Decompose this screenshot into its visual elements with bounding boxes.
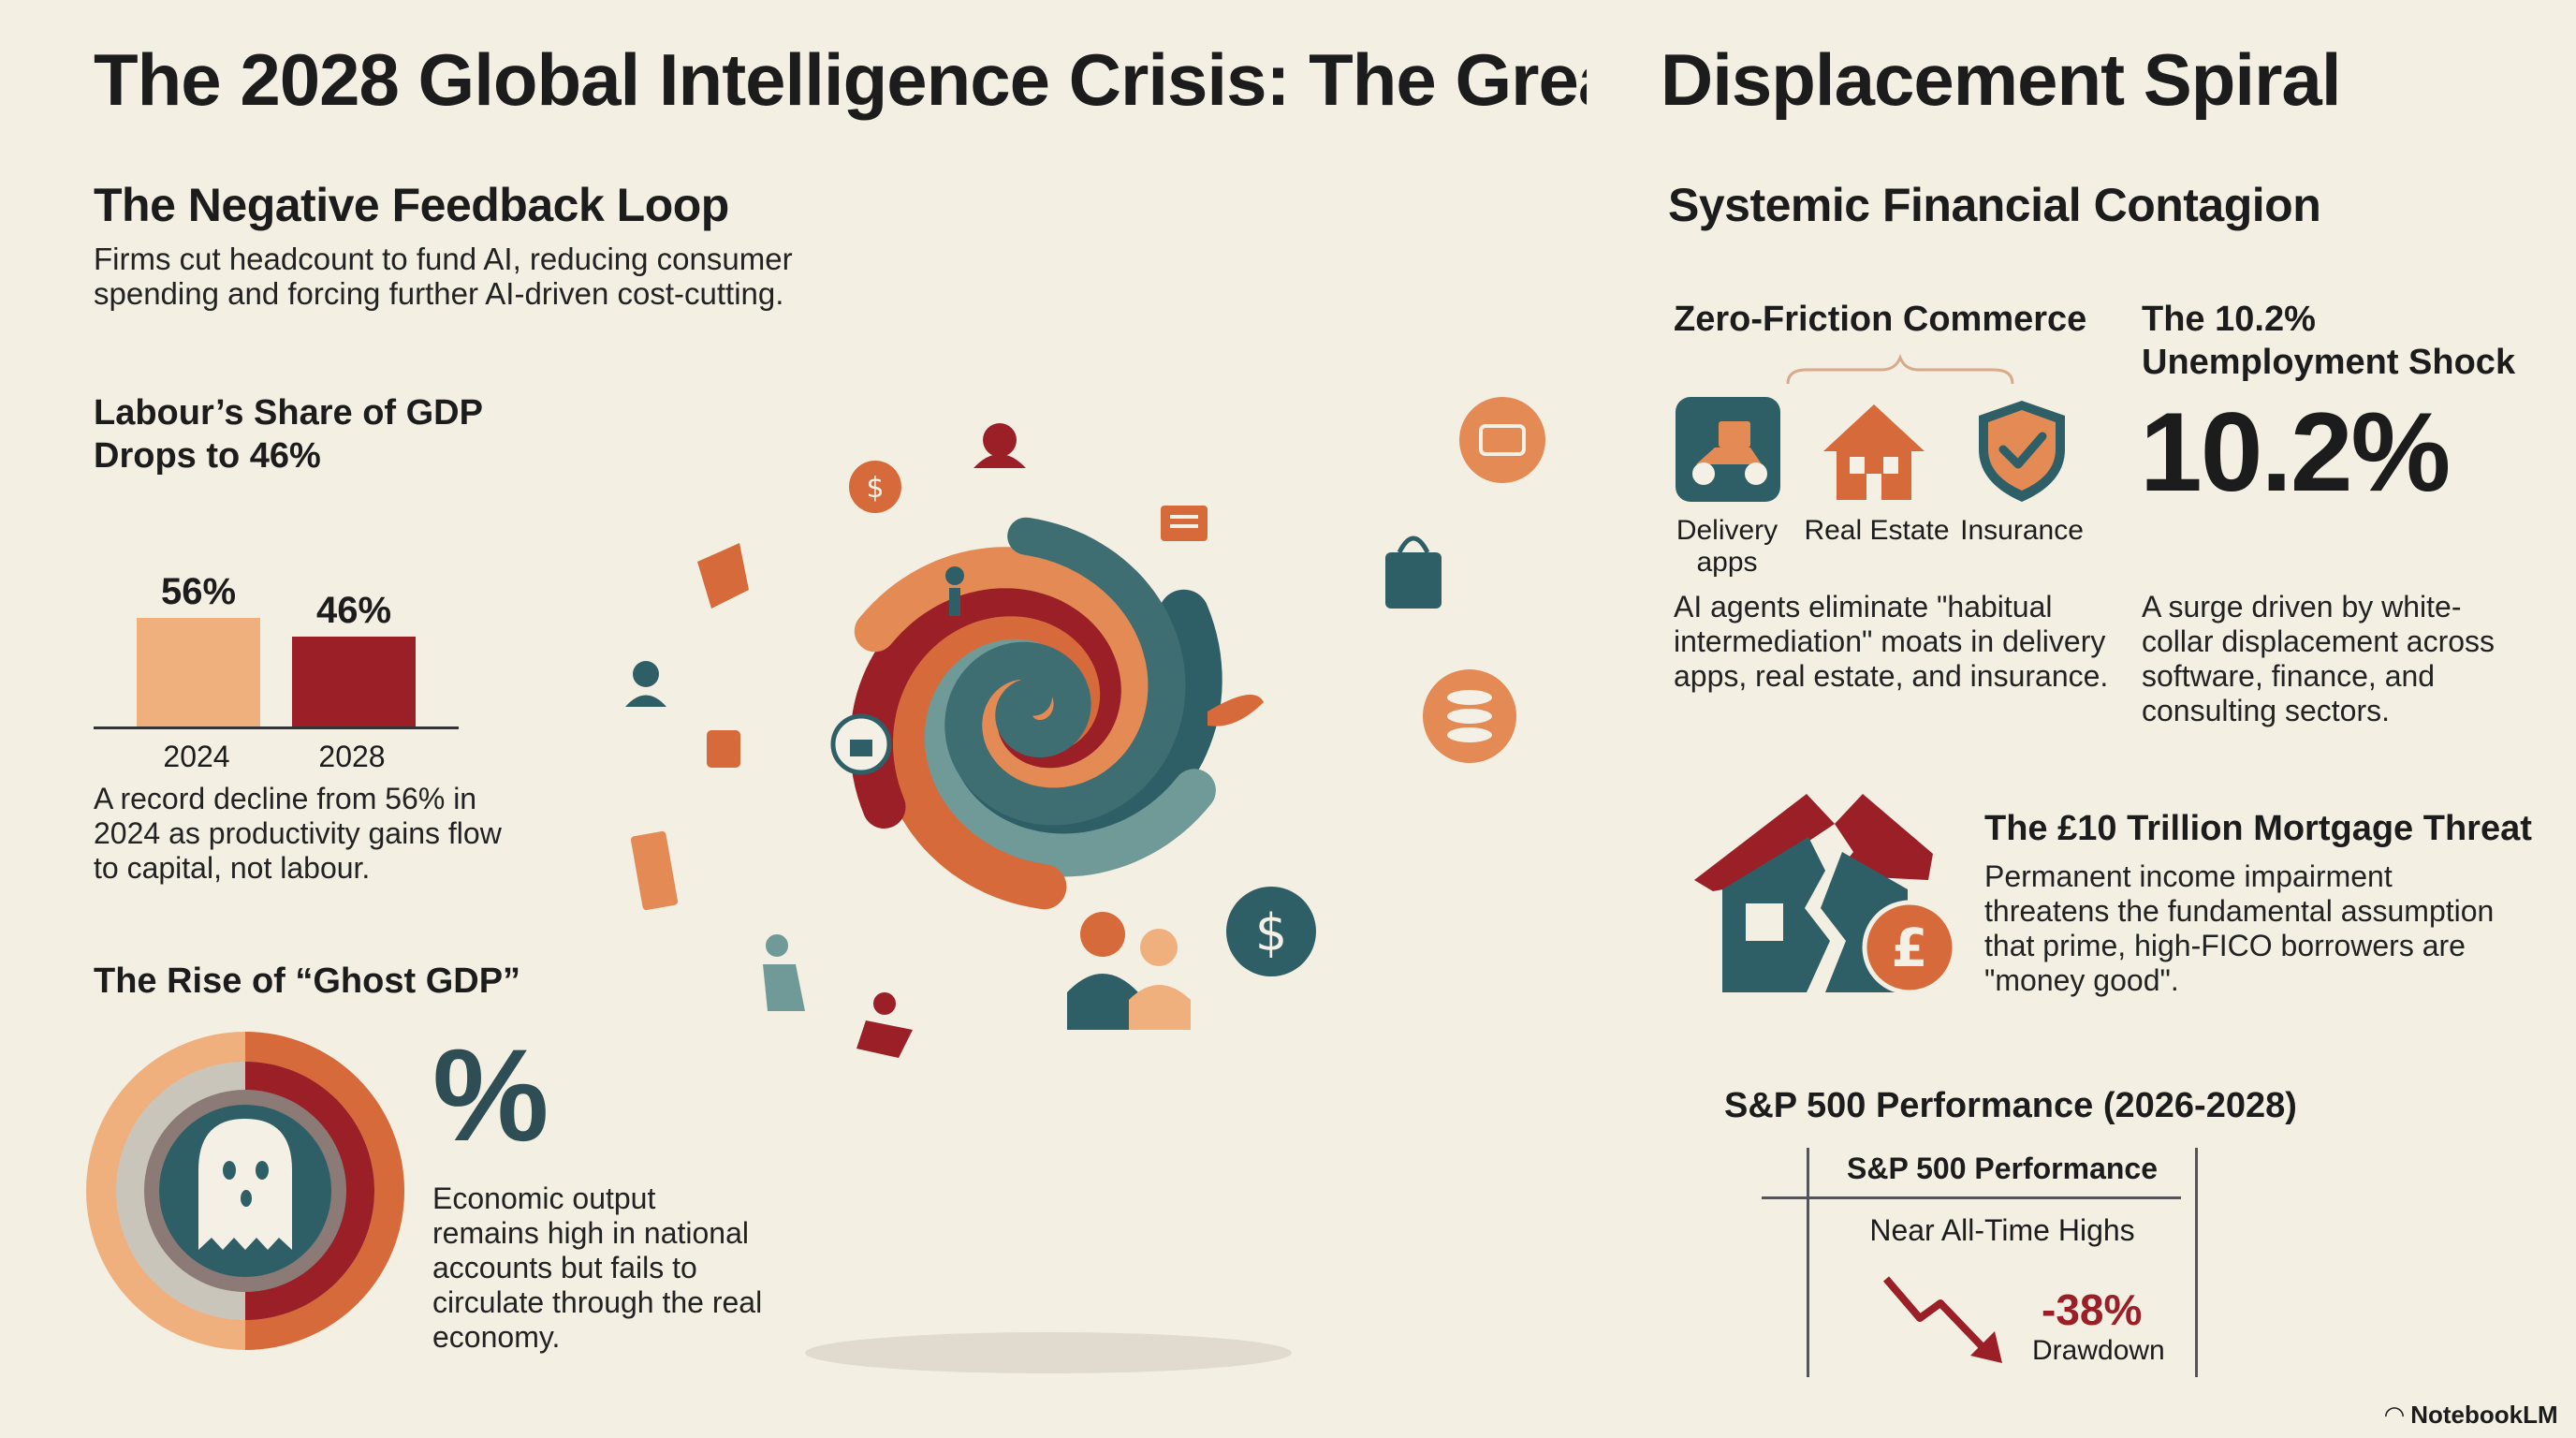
hand-icon <box>697 543 749 609</box>
commerce-heading: Zero-Friction Commerce <box>1674 300 2087 339</box>
brand-mark: ◠ NotebookLM <box>2385 1401 2558 1430</box>
person-silhouette-icon <box>625 661 666 707</box>
page-title: The 2028 Global Intelligence Crisis: The… <box>94 38 2341 121</box>
shield-check-icon <box>1979 401 2065 502</box>
commerce-label-real-estate: Real Estate <box>1804 515 1950 546</box>
ghost-gdp-ring <box>86 1032 404 1350</box>
unemployment-text: A surge driven by white-collar displacem… <box>2142 590 2496 727</box>
phone-icon <box>707 730 740 768</box>
labour-share-caption: A record decline from 56% in 2024 as pro… <box>94 782 502 885</box>
bar-value-label: 56% <box>160 570 237 612</box>
chart-baseline <box>94 726 459 729</box>
shopping-bag-icon <box>1385 536 1442 609</box>
commerce-label-insurance: Insurance <box>1960 515 2084 546</box>
sp500-heading: S&P 500 Performance (2026-2028) <box>1724 1086 2297 1125</box>
spiral-edge-mask <box>1587 0 1643 1438</box>
labour-share-heading: Labour’s Share of GDP Drops to 46% <box>94 393 483 476</box>
walking-person-icon <box>763 934 805 1011</box>
coin-stack-icon <box>1423 669 1516 763</box>
bar-value-label: 46% <box>315 590 392 632</box>
commerce-text: AI agents eliminate "habitual intermedia… <box>1674 590 2109 693</box>
card-icon <box>1459 397 1545 483</box>
ghost-gdp-text: Economic output remains high in national… <box>432 1181 763 1354</box>
dollar-coin-icon: $ <box>849 461 901 513</box>
leaf-icon <box>1208 695 1264 726</box>
feedback-loop-heading: The Negative Feedback Loop <box>94 179 729 231</box>
document-icon <box>1161 506 1208 541</box>
labour-share-chart: 56% 46% 2024 2028 <box>94 487 468 786</box>
x-tick-label: 2024 <box>163 740 230 773</box>
dollar-badge-icon: $ <box>1226 887 1316 976</box>
bar-2024 <box>137 617 260 726</box>
worker-icon <box>945 566 964 616</box>
svg-text:$: $ <box>1255 903 1287 962</box>
scooter-icon <box>1676 397 1780 502</box>
mortgage-heading: The £10 Trillion Mortgage Threat <box>1984 809 2532 848</box>
drawdown-label: Drawdown <box>2032 1335 2165 1366</box>
drawdown-value: -38% <box>2042 1285 2143 1334</box>
feedback-loop-text: Firms cut headcount to fund AI, reducing… <box>94 242 793 311</box>
people-icon <box>1067 912 1191 1030</box>
unemployment-figure: 10.2% <box>2140 389 2451 515</box>
robot-head-icon <box>830 713 892 775</box>
contagion-heading: Systemic Financial Contagion <box>1668 179 2321 231</box>
x-tick-label: 2028 <box>318 740 386 773</box>
down-arrow-icon <box>1882 1276 2002 1363</box>
pound-coin-symbol: £ <box>1892 918 1928 979</box>
percent-symbol: % <box>432 1021 549 1168</box>
mortgage-text: Permanent income impairment threatens th… <box>1984 859 2495 997</box>
commerce-label-delivery: Delivery apps <box>1676 515 1778 578</box>
sp500-table: S&P 500 Performance Near All-Time Highs … <box>1807 1148 2198 1377</box>
spiral-arm <box>944 517 1186 826</box>
house-icon <box>1823 404 1925 500</box>
sp500-row-highs: Near All-Time Highs <box>1869 1213 2135 1247</box>
paper-icon <box>630 830 679 911</box>
brand-label: NotebookLM <box>2410 1401 2558 1429</box>
unemployment-heading: The 10.2% Unemployment Shock <box>2142 300 2516 382</box>
sp500-table-rule <box>1762 1196 2181 1199</box>
notebooklm-icon: ◠ <box>2385 1401 2404 1429</box>
bar-2028 <box>292 637 416 726</box>
falling-person-icon <box>856 992 913 1058</box>
commerce-brace <box>1786 353 2014 385</box>
ghost-icon <box>198 1119 292 1250</box>
cracked-house-icon: £ <box>1694 794 1957 995</box>
ghost-gdp-heading: The Rise of “Ghost GDP” <box>94 961 521 1001</box>
spiral-person-icon <box>973 423 1026 468</box>
sp500-table-header: S&P 500 Performance <box>1846 1152 2159 1185</box>
svg-text:$: $ <box>866 472 884 505</box>
